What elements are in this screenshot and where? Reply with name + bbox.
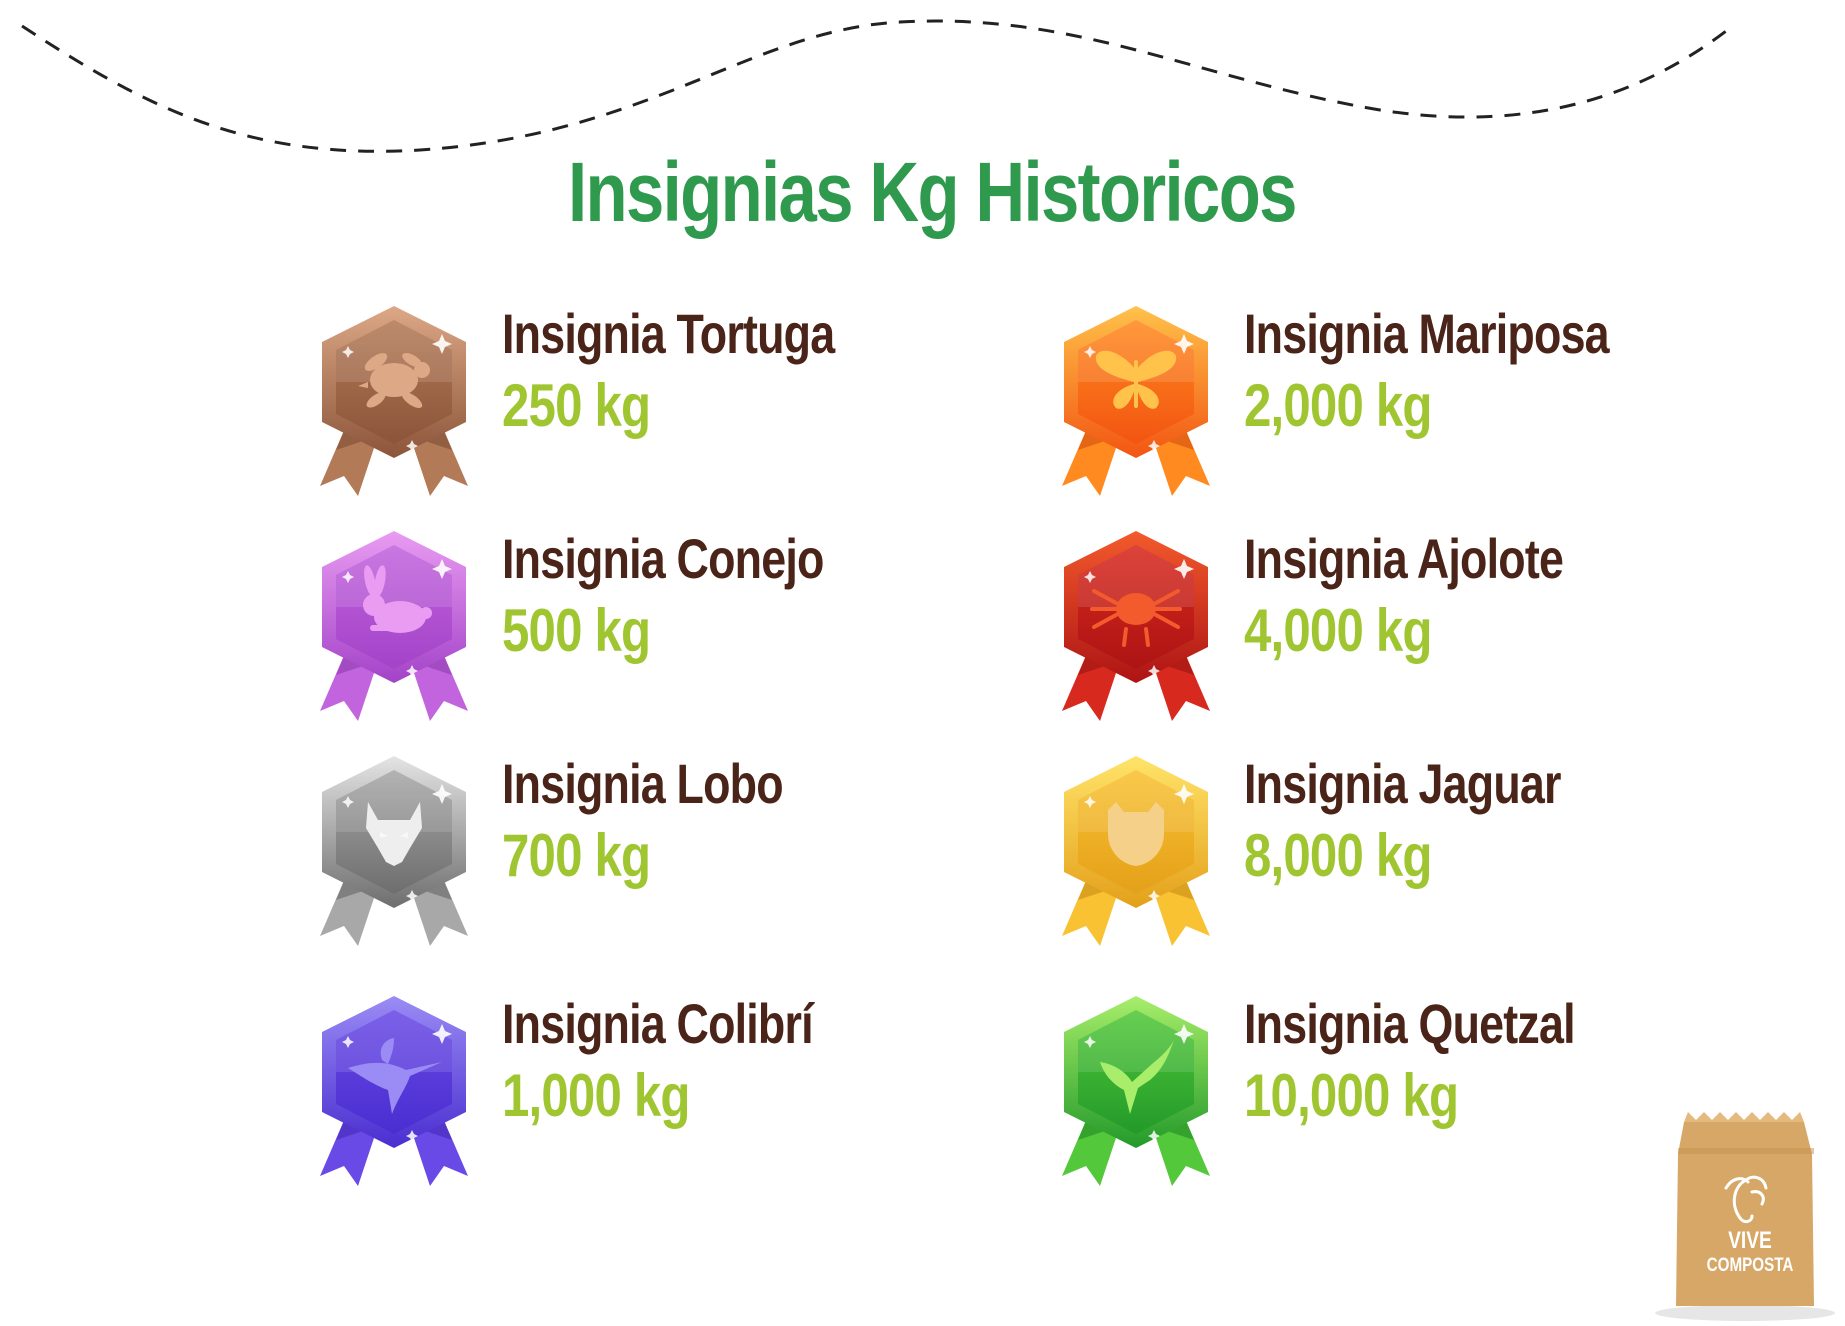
badge-kg: 1,000 kg [502,1062,690,1129]
badge-item: Insignia Ajolote 4,000 kg [1060,525,1700,725]
badge-name: Insignia Lobo [502,752,784,815]
butterfly-icon [1095,350,1177,409]
medal [1062,306,1210,496]
badge-item: Insignia Conejo 500 kg [318,525,958,725]
badge-name: Insignia Ajolote [1244,527,1564,590]
medal [1062,996,1210,1186]
compost-bag-logo [1655,1112,1835,1321]
badge-kg: 4,000 kg [1244,597,1432,664]
badge-kg: 10,000 kg [1244,1062,1459,1129]
logo-text-composta: COMPOSTA [1706,1255,1794,1276]
badge-item: Insignia Lobo 700 kg [318,750,958,950]
badge-name: Insignia Jaguar [1244,752,1561,815]
badge-kg: 8,000 kg [1244,822,1432,889]
badge-item: Insignia Mariposa 2,000 kg [1060,300,1700,500]
badge-kg: 700 kg [502,822,651,889]
badge-item: Insignia Colibrí 1,000 kg [318,990,958,1190]
medal [320,996,468,1186]
badge-name: Insignia Conejo [502,527,824,590]
logo-text-vive: VIVE [1728,1227,1772,1254]
badge-item: Insignia Tortuga 250 kg [318,300,958,500]
badge-name: Insignia Tortuga [502,302,835,365]
rabbit-icon [363,565,432,633]
badge-item: Insignia Quetzal 10,000 kg [1060,990,1700,1190]
hummingbird-icon [348,1038,442,1114]
badge-kg: 2,000 kg [1244,372,1432,439]
badge-name: Insignia Colibrí [502,992,814,1055]
badge-item: Insignia Jaguar 8,000 kg [1060,750,1700,950]
badge-kg: 500 kg [502,597,651,664]
turtle-icon [358,353,430,409]
page-title: Insignias Kg Historicos [568,145,1297,239]
medal [320,306,468,496]
medal [320,756,468,946]
wolf-icon [366,802,422,866]
badge-name: Insignia Quetzal [1244,992,1576,1055]
medal [320,531,468,721]
badge-kg: 250 kg [502,372,651,439]
dashed-wave-decoration [21,19,1731,153]
jaguar-icon [1108,802,1164,866]
quetzal-icon [1100,1040,1174,1114]
medal [1062,531,1210,721]
badge-name: Insignia Mariposa [1244,302,1610,365]
medal [1062,756,1210,946]
axolotl-icon [1090,589,1182,647]
